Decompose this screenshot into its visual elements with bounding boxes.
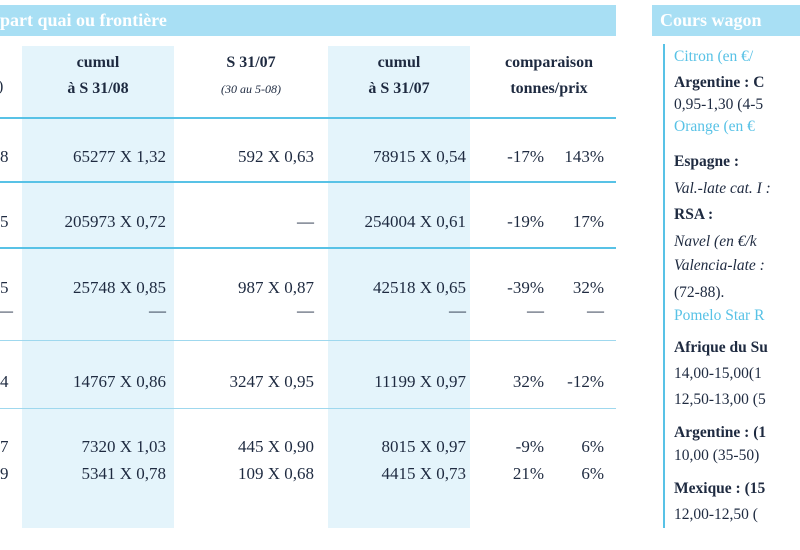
column-header-line: à S 31/08	[67, 80, 129, 97]
cumul-3108-cell: 205973 X 0,72	[64, 212, 166, 231]
side-line: (72-88).	[674, 284, 725, 301]
column-header-comparaison: comparaison tonnes/prix	[482, 50, 616, 102]
side-line: 10,00 (35-50)	[674, 447, 760, 464]
side-line: Espagne :	[674, 153, 740, 170]
cumul-3107-cell: 4415 X 0,73	[381, 464, 466, 483]
partial-column-header: )	[0, 76, 3, 98]
first-col-cell: 7	[0, 437, 9, 456]
column-shade-cumul-3108	[22, 46, 174, 528]
cumul-3108-cell: 65277 X 1,32	[72, 147, 166, 166]
column-header-cumul-3107: cumul à S 31/07	[328, 50, 470, 102]
side-line: Navel (en €/k	[674, 233, 757, 250]
row-divider	[0, 117, 616, 119]
tonnes-change-cell: -17%	[507, 147, 544, 166]
side-line: Pomelo Star R	[674, 307, 765, 324]
first-col-cell: 9	[0, 464, 9, 483]
tonnes-change-cell: -19%	[507, 212, 544, 231]
cumul-3108-cell: 5341 X 0,78	[81, 464, 166, 483]
panel-left-rule	[663, 44, 665, 528]
side-line: 12,50-13,00 (5	[674, 391, 766, 408]
s3107-cell: —	[297, 301, 314, 320]
row-divider	[0, 340, 616, 341]
column-header-line: cumul	[76, 54, 120, 71]
first-col-cell: 5	[0, 212, 9, 231]
row-divider	[0, 247, 616, 249]
side-line: Orange (en €	[674, 118, 755, 135]
cumul-3108-cell: 25748 X 0,85	[72, 278, 166, 297]
column-header-note: (30 au 5-08)	[221, 82, 281, 96]
side-line: Mexique : (15	[674, 480, 766, 497]
price-change-cell: 6%	[581, 437, 604, 456]
table-title: part quai ou frontière	[0, 10, 167, 30]
column-shade-cumul-3107	[328, 46, 470, 528]
side-line: Val.-late cat. I :	[674, 180, 771, 197]
tonnes-change-cell: 32%	[512, 372, 544, 391]
side-line: RSA :	[674, 206, 714, 223]
column-header-cumul-3108: cumul à S 31/08	[22, 50, 174, 102]
side-line: Citron (en €/	[674, 48, 754, 65]
row-divider	[0, 408, 616, 409]
price-change-cell: 32%	[572, 278, 604, 297]
side-line: 14,00-15,00(1	[674, 365, 762, 382]
s3107-cell: 109 X 0,68	[237, 464, 314, 483]
s3107-cell: 445 X 0,90	[237, 437, 314, 456]
s3107-cell: 987 X 0,87	[237, 278, 314, 297]
side-line: 12,00-12,50 (	[674, 506, 758, 523]
side-line: Argentine : (1	[674, 424, 767, 441]
row-divider	[0, 181, 616, 183]
cours-wagon-panel: Citron (en €/ Argentine : C 0,95-1,30 (4…	[658, 44, 800, 528]
price-change-cell: 143%	[564, 147, 604, 166]
cumul-3107-cell: —	[449, 301, 466, 320]
cumul-3107-cell: 78915 X 0,54	[372, 147, 466, 166]
price-change-cell: —	[587, 301, 604, 320]
column-header-line: à S 31/07	[368, 80, 430, 97]
side-title: Cours wagon	[660, 10, 762, 30]
column-header-s3107: S 31/07 (30 au 5-08)	[186, 50, 316, 102]
side-title-bar: Cours wagon	[652, 5, 800, 36]
cumul-3108-cell: —	[149, 301, 166, 320]
cumul-3108-cell: 14767 X 0,86	[72, 372, 166, 391]
side-line: Valencia-late :	[674, 257, 765, 274]
price-change-cell: 17%	[572, 212, 604, 231]
cumul-3107-cell: 8015 X 0,97	[381, 437, 466, 456]
table-title-bar: part quai ou frontière	[0, 5, 616, 36]
tonnes-change-cell: 21%	[512, 464, 544, 483]
s3107-cell: 592 X 0,63	[237, 147, 314, 166]
tonnes-change-cell: -9%	[515, 437, 544, 456]
column-header-line: comparaison	[505, 54, 593, 71]
side-line: Afrique du Su	[674, 339, 768, 356]
tonnes-change-cell: —	[527, 301, 544, 320]
s3107-cell: —	[297, 212, 314, 231]
cumul-3107-cell: 11199 X 0,97	[374, 372, 466, 391]
side-line: 0,95-1,30 (4-5	[674, 96, 764, 113]
column-header-line: tonnes/prix	[510, 80, 588, 97]
column-header-line: S 31/07	[226, 54, 276, 71]
first-col-cell: 8	[0, 147, 9, 166]
price-change-cell: 6%	[581, 464, 604, 483]
cumul-3107-cell: 254004 X 0,61	[364, 212, 466, 231]
tonnes-change-cell: -39%	[507, 278, 544, 297]
column-header-line: cumul	[377, 54, 421, 71]
first-col-cell: 5	[0, 278, 9, 297]
s3107-cell: 3247 X 0,95	[229, 372, 314, 391]
price-change-cell: -12%	[567, 372, 604, 391]
side-line: Argentine : C	[674, 74, 765, 91]
first-col-cell: 4	[0, 372, 9, 391]
cumul-3108-cell: 7320 X 1,03	[81, 437, 166, 456]
cumul-3107-cell: 42518 X 0,65	[372, 278, 466, 297]
first-col-cell: —	[0, 300, 13, 322]
